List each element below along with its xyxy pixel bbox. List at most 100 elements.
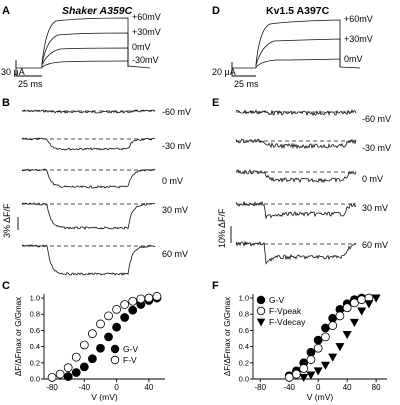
x-tick-label: 40	[343, 383, 352, 392]
x-axis-label: V (mV)	[307, 392, 334, 402]
y-tick-label: 0.6	[30, 326, 40, 335]
data-point	[357, 295, 367, 305]
data-point	[328, 353, 338, 362]
fluorescence-trace	[21, 109, 156, 114]
legend-label: F-V	[123, 355, 137, 365]
fluorescence-trace	[21, 244, 156, 276]
data-point	[79, 340, 89, 350]
data-point	[256, 295, 266, 305]
panel-b-voltage-label: 0 mV	[162, 176, 183, 186]
panel-a-scale-bar	[15, 60, 42, 77]
data-point	[104, 311, 113, 321]
data-point	[79, 362, 89, 372]
panel-a-letter: A	[2, 5, 10, 17]
data-point	[71, 368, 81, 377]
data-point	[104, 332, 113, 342]
fluorescence-trace	[235, 240, 357, 265]
data-point	[320, 361, 330, 370]
legend-label: F-Vpeak	[269, 306, 302, 316]
legend-label: G-V	[123, 344, 138, 354]
data-point	[349, 318, 359, 327]
data-point	[96, 343, 105, 353]
panel-d-time-scale: 25 ms	[234, 79, 259, 89]
data-point	[306, 347, 316, 357]
panel-a-voltage-label: +30mV	[132, 27, 161, 37]
data-point	[120, 313, 130, 322]
data-point	[364, 300, 374, 309]
data-point	[112, 322, 121, 332]
y-tick-label: 1.0	[239, 294, 249, 303]
panel-b-voltage-label: 60 mV	[162, 249, 188, 259]
panel-d-title: Kv1.5 A397C	[266, 5, 330, 17]
data-point	[55, 369, 65, 379]
panel-d-voltage-label: +30mV	[344, 34, 373, 44]
data-point	[120, 300, 130, 309]
x-tick-label: -80	[254, 383, 266, 392]
panel-e-voltage-label: 60 mV	[362, 240, 388, 250]
panel-d-letter: D	[212, 5, 220, 17]
panel-e-voltage-label: 0 mV	[362, 174, 383, 184]
data-point	[144, 293, 154, 303]
panel-a-current-traces	[16, 17, 151, 69]
data-point	[284, 372, 294, 382]
panel-e-voltage-label: 30 mV	[362, 203, 388, 213]
y-tick-label: 0.4	[30, 342, 40, 351]
y-tick-label: 0.4	[239, 342, 249, 351]
data-point	[335, 343, 345, 352]
panel-e-voltage-label: -60 mV	[362, 114, 391, 124]
x-tick-label: -80	[46, 383, 58, 392]
y-tick-label: 0.8	[30, 310, 40, 319]
data-point	[292, 369, 301, 379]
panel-d-voltage-label: 0mV	[344, 54, 363, 64]
fluorescence-trace	[235, 200, 357, 219]
legend-label: G-V	[269, 295, 284, 305]
data-point	[88, 329, 97, 339]
fluorescence-trace	[235, 109, 357, 117]
data-point	[128, 296, 138, 306]
panel-d-current-traces	[232, 19, 361, 69]
data-point	[350, 298, 359, 308]
fluorescence-trace	[21, 202, 156, 230]
panel-d-voltage-label: +60mV	[344, 14, 373, 24]
data-point	[313, 335, 323, 345]
fluorescence-trace	[21, 137, 156, 151]
panel-f-letter: F	[212, 280, 219, 292]
data-point	[96, 319, 105, 329]
data-point	[313, 343, 323, 353]
data-point	[321, 332, 330, 342]
panel-a-time-scale: 25 ms	[18, 79, 43, 89]
y-tick-label: 0.6	[239, 326, 249, 335]
data-point	[88, 354, 97, 364]
data-point	[342, 330, 352, 340]
panel-c-letter: C	[2, 280, 10, 292]
data-point	[371, 294, 381, 303]
data-point	[136, 294, 146, 304]
panel-b-fluorescence-traces	[21, 109, 156, 276]
panel-a-voltage-label: -30mV	[132, 55, 159, 65]
fluorescence-trace	[235, 138, 357, 150]
data-point	[71, 352, 81, 362]
x-axis-label: V (mV)	[91, 392, 118, 402]
data-point	[328, 313, 338, 323]
data-point	[357, 307, 367, 316]
y-tick-label: 0.2	[30, 358, 40, 367]
panel-b-voltage-label: -60 mV	[162, 107, 191, 117]
data-point	[321, 323, 330, 333]
chart-f: 0.0 0.2 0.4 0.6 0.8 1.0 -80 -40 0 40 80 V (mV) ΔF/ΔF…	[223, 294, 387, 402]
data-point	[328, 321, 338, 330]
panel-b-fluor-scale: 3% ΔF/F	[2, 203, 12, 238]
data-point	[110, 344, 120, 354]
x-tick-label: 0	[114, 383, 119, 392]
y-tick-label: 1.0	[30, 294, 40, 303]
panel-d-current-scale: 20 μA	[212, 67, 236, 77]
data-point	[256, 306, 266, 316]
fluorescence-trace	[235, 168, 357, 184]
data-point	[335, 311, 345, 321]
data-point	[110, 355, 120, 365]
data-point	[306, 355, 316, 364]
chart-c: 0.0 0.2 0.4 0.6 0.8 1.0 -80 -40 0 40 V (mV) ΔF/ΔFma…	[14, 292, 165, 402]
y-tick-label: 0.2	[239, 358, 249, 367]
x-tick-label: 0	[316, 383, 321, 392]
y-tick-label: 0.0	[239, 375, 249, 384]
data-point	[63, 372, 73, 381]
